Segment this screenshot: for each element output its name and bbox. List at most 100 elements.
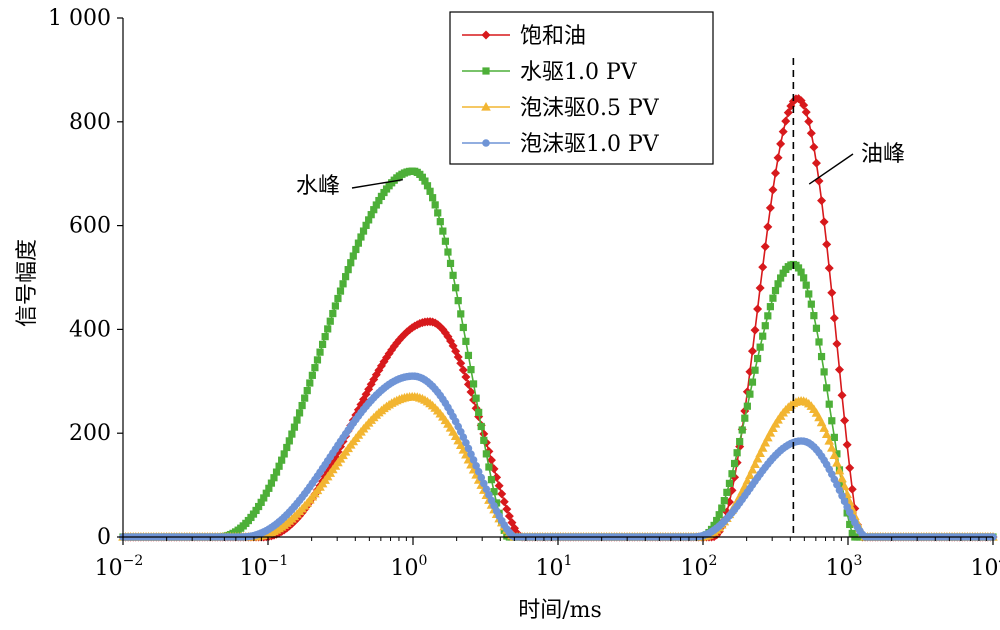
data-point xyxy=(794,264,803,272)
data-point xyxy=(815,338,823,346)
data-point xyxy=(444,248,452,256)
data-point xyxy=(715,511,723,519)
data-point xyxy=(318,340,327,348)
data-point xyxy=(728,470,736,478)
data-point xyxy=(456,358,466,368)
data-point xyxy=(469,456,478,464)
data-point xyxy=(499,497,509,507)
data-point xyxy=(828,417,836,425)
data-point xyxy=(467,366,475,374)
data-point xyxy=(260,494,268,502)
data-point xyxy=(257,498,265,506)
data-point xyxy=(738,426,746,434)
data-point xyxy=(713,516,721,525)
data-point xyxy=(311,364,319,372)
data-point xyxy=(326,317,334,325)
data-point xyxy=(475,408,483,417)
data-point xyxy=(285,437,293,445)
data-point xyxy=(771,286,780,295)
data-point xyxy=(464,351,473,360)
data-point xyxy=(288,430,296,438)
data-point xyxy=(275,462,283,470)
data-point xyxy=(306,379,314,387)
data-point xyxy=(753,354,762,363)
data-point xyxy=(349,252,357,260)
x-tick-label: 10−1 xyxy=(240,553,289,581)
data-point xyxy=(464,444,473,453)
data-point xyxy=(434,209,442,217)
data-point xyxy=(492,499,501,507)
data-point xyxy=(469,380,478,388)
data-point xyxy=(733,449,741,457)
data-point xyxy=(370,206,378,214)
data-point xyxy=(827,288,837,298)
legend-item-1: 饱和油 xyxy=(462,24,586,49)
data-point xyxy=(776,139,786,149)
data-point xyxy=(761,322,769,330)
data-point xyxy=(834,465,845,475)
data-point xyxy=(347,259,355,267)
data-point xyxy=(278,456,286,464)
data-point xyxy=(344,266,352,274)
data-point xyxy=(833,450,841,458)
data-point xyxy=(458,365,468,375)
y-tick-label: 1 000 xyxy=(48,6,111,31)
data-point xyxy=(423,182,432,190)
data-point xyxy=(316,348,324,356)
data-point xyxy=(357,233,365,241)
data-point xyxy=(454,297,462,305)
data-point xyxy=(720,497,728,505)
data-point xyxy=(819,217,829,227)
data-point xyxy=(799,100,809,110)
data-point xyxy=(778,127,788,137)
data-point xyxy=(359,227,368,235)
data-point xyxy=(497,489,507,499)
data-point xyxy=(846,520,854,529)
data-point xyxy=(502,504,512,514)
data-point xyxy=(743,402,751,410)
data-point xyxy=(768,423,778,432)
data-point xyxy=(837,473,847,483)
data-point xyxy=(262,489,270,497)
legend-label: 泡沫驱1.0 PV xyxy=(520,132,660,157)
data-point xyxy=(773,153,783,163)
data-point xyxy=(746,390,754,398)
data-point xyxy=(783,108,793,118)
data-point xyxy=(336,287,345,295)
data-point xyxy=(830,433,838,441)
data-point xyxy=(758,262,768,272)
data-point xyxy=(329,309,337,318)
data-point xyxy=(760,242,770,252)
legend-marker xyxy=(482,67,490,75)
data-point xyxy=(462,438,470,447)
data-point xyxy=(466,387,476,397)
data-point xyxy=(845,463,855,473)
data-point xyxy=(421,177,429,185)
data-point xyxy=(486,455,496,465)
y-tick-label: 400 xyxy=(69,317,111,342)
data-point xyxy=(472,394,480,402)
data-point xyxy=(750,325,760,335)
annotation-leader xyxy=(351,179,403,189)
data-point xyxy=(766,303,774,311)
data-point xyxy=(293,416,301,424)
data-point xyxy=(303,387,311,395)
data-point xyxy=(494,481,504,491)
data-point xyxy=(774,280,782,288)
data-point xyxy=(736,437,744,446)
data-point xyxy=(756,343,764,351)
data-point xyxy=(757,443,768,452)
data-point xyxy=(477,473,486,482)
data-point xyxy=(457,310,465,318)
data-point xyxy=(446,259,455,268)
data-point xyxy=(342,273,350,281)
data-point xyxy=(745,470,755,480)
data-point xyxy=(362,221,370,229)
legend-item-3: 泡沫驱0.5 PV xyxy=(462,96,660,121)
legend-label: 饱和油 xyxy=(520,24,586,49)
annotation-water-peak: 水峰 xyxy=(296,174,340,199)
data-point xyxy=(267,479,276,487)
data-point xyxy=(487,476,496,484)
data-point xyxy=(781,116,791,126)
